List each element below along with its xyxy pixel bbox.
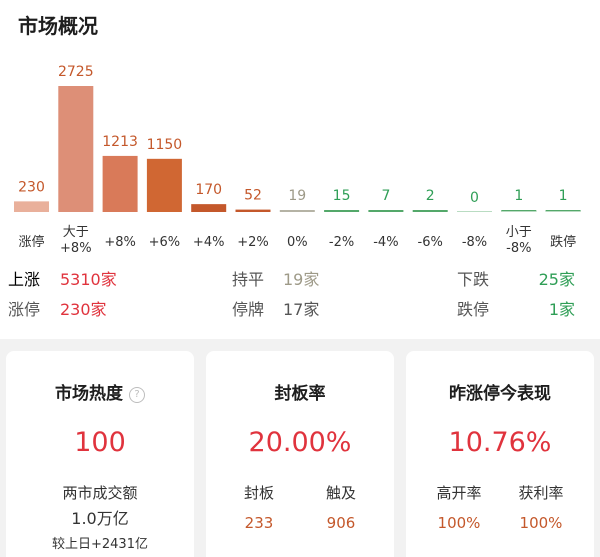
bar-value-8: 7 [381, 188, 390, 204]
market-heat-title-text: 市场热度 [55, 384, 123, 404]
bar-value-12: 1 [559, 188, 568, 204]
bar-value-1: 2725 [58, 64, 94, 80]
bar-baseline-10 [457, 211, 492, 212]
category-label-4: +4% [193, 235, 225, 250]
yesterday-limit-value: 10.76% [448, 427, 552, 458]
turnover-label: 两市成交额 [62, 484, 138, 502]
flat-label: 持平 [232, 270, 265, 289]
bar-8 [368, 210, 404, 212]
page-title: 市场概况 [18, 14, 98, 38]
bar-baseline-12 [545, 211, 581, 212]
sealed-label: 封板 [243, 484, 274, 502]
category-label-9: -6% [418, 235, 443, 250]
touched-label: 触及 [325, 484, 356, 502]
market-heat-card[interactable]: 市场热度? 100 两市成交额 1.0万亿 较上日+2431亿 [6, 351, 194, 557]
bar-4 [191, 204, 227, 212]
category-label-0: 涨停 [18, 234, 44, 250]
market-heat-title: 市场热度? [6, 379, 194, 404]
category-label-7: -2% [329, 235, 354, 250]
limit-down-value: 1家 [548, 300, 575, 319]
category-label-1: 大于 [63, 225, 89, 240]
high-open-value: 100% [437, 514, 481, 532]
bar-1 [58, 86, 94, 212]
turnover-value: 1.0万亿 [71, 509, 129, 528]
bar-7 [324, 210, 360, 212]
sealed-value: 233 [244, 514, 274, 532]
category-label-6: 0% [287, 235, 308, 250]
touched-value: 906 [326, 514, 356, 532]
category-label-8: -4% [373, 235, 398, 250]
bar-value-0: 230 [18, 179, 45, 195]
bar-value-10: 0 [470, 190, 479, 206]
bar-value-4: 170 [195, 182, 222, 198]
seal-rate-value: 20.00% [248, 427, 352, 458]
bar-value-5: 52 [244, 188, 262, 204]
bar-value-9: 2 [426, 188, 435, 204]
down-label: 下跌 [457, 270, 490, 289]
bar-9 [412, 210, 448, 212]
bar-3 [146, 158, 182, 212]
limit-up-label: 涨停 [8, 300, 41, 319]
bar-value-6: 19 [288, 188, 306, 204]
bar-2 [102, 155, 138, 212]
help-icon[interactable]: ? [129, 387, 145, 403]
bar-6 [279, 210, 315, 212]
up-value: 5310家 [60, 270, 117, 289]
up-label: 上涨 [8, 270, 41, 289]
category-label-11: 小于 [506, 225, 532, 240]
category-label-1: +8% [60, 241, 92, 256]
bar-value-7: 15 [333, 188, 351, 204]
market-distribution-chart: 230涨停2725大于+8%1213+8%1150+6%170+4%52+2%1… [14, 64, 581, 256]
category-label-11: -8% [506, 241, 531, 256]
category-label-10: -8% [462, 235, 487, 250]
category-label-5: +2% [237, 235, 269, 250]
profit-label: 获利率 [518, 484, 564, 502]
yesterday-limit-card[interactable]: 昨涨停今表现 10.76% 高开率 获利率 100% 100% [406, 351, 594, 557]
turnover-change: 较上日+2431亿 [52, 537, 148, 552]
category-label-12: 跌停 [550, 234, 576, 250]
limit-down-label: 跌停 [457, 300, 490, 319]
bar-value-3: 1150 [147, 137, 183, 153]
suspended-label: 停牌 [232, 300, 265, 319]
market-stats: 上涨 5310家 持平 19家 下跌 25家 涨停 230家 停牌 17家 跌停… [0, 262, 600, 332]
yesterday-limit-title: 昨涨停今表现 [449, 384, 551, 404]
flat-value: 19家 [283, 270, 320, 289]
seal-rate-card[interactable]: 封板率 20.00% 封板 触及 233 906 [206, 351, 394, 557]
bar-value-11: 1 [514, 188, 523, 204]
bar-value-2: 1213 [102, 134, 138, 150]
bar-5 [235, 209, 271, 212]
high-open-label: 高开率 [436, 484, 482, 502]
suspended-value: 17家 [283, 300, 320, 319]
down-value: 25家 [538, 270, 575, 289]
seal-rate-title: 封板率 [274, 384, 326, 404]
summary-cards: 市场热度? 100 两市成交额 1.0万亿 较上日+2431亿 封板率 20.0… [0, 339, 600, 557]
limit-up-value: 230家 [60, 300, 107, 319]
bar-0 [14, 201, 49, 212]
market-heat-value: 100 [74, 427, 126, 458]
bar-baseline-11 [501, 211, 537, 212]
category-label-3: +6% [149, 235, 181, 250]
profit-value: 100% [519, 514, 563, 532]
category-label-2: +8% [104, 235, 136, 250]
